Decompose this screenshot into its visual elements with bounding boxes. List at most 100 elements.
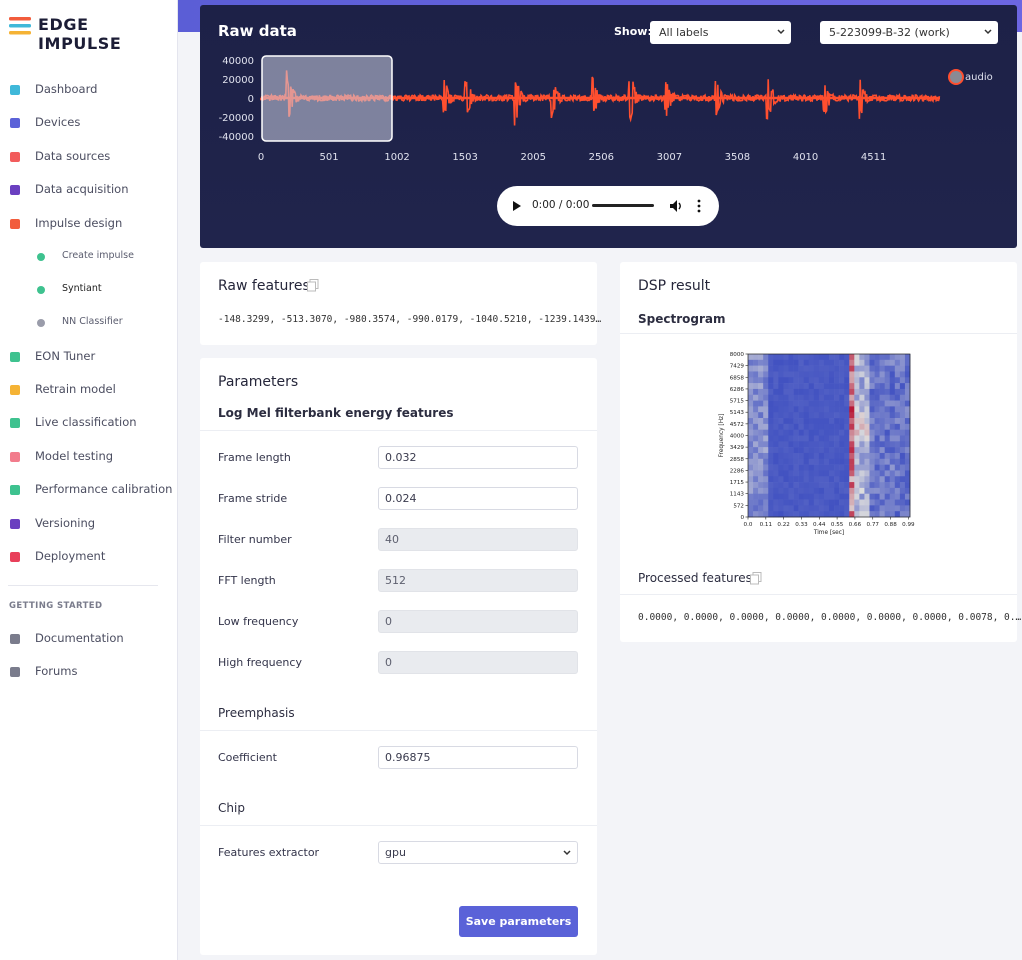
heatmap-cell [874, 476, 880, 483]
audio-player[interactable]: 0:00 / 0:00 [497, 186, 719, 226]
play-button[interactable] [512, 200, 522, 212]
heatmap-cell [849, 354, 855, 361]
heatmap-cell [834, 452, 840, 460]
heatmap-cell [859, 499, 865, 506]
nav-item[interactable]: Model testing [35, 448, 114, 463]
text-input[interactable]: 0.032 [378, 446, 578, 469]
nav-subitem[interactable]: Create impulse [62, 250, 134, 261]
heatmap-cell [839, 511, 845, 518]
text-input[interactable]: 0.96875 [378, 746, 578, 769]
nav-subitem[interactable]: Syntiant [62, 283, 102, 295]
heatmap-cell [823, 377, 830, 384]
heatmap-cell [839, 429, 845, 436]
heatmap-cell [788, 383, 794, 390]
heatmap-cell [829, 406, 835, 413]
heatmap-cell [773, 371, 779, 378]
heatmap-cell [859, 482, 865, 489]
copy-icon[interactable] [307, 279, 319, 292]
heatmap-cell [829, 359, 835, 366]
heatmap-cell [844, 482, 850, 489]
heatmap-cell [778, 365, 784, 372]
heatmap-cell [829, 418, 835, 425]
sample-select[interactable]: 5-223099-B-32 (work) [820, 21, 998, 44]
heatmap-cell [768, 383, 774, 390]
field-label: High frequency [218, 656, 302, 669]
heatmap-cell [839, 383, 845, 390]
heatmap-cell [859, 447, 865, 454]
save-button[interactable]: Save parameters [459, 906, 578, 937]
heatmap-cell [753, 371, 759, 378]
nav-item[interactable]: Forums [35, 664, 78, 679]
heatmap-cell [823, 365, 830, 372]
heatmap-cell [889, 511, 896, 518]
heatmap-cell [869, 394, 875, 401]
menu-button[interactable] [697, 199, 701, 213]
heatmap-cell [783, 371, 789, 378]
card-title: Parameters [218, 374, 299, 390]
heatmap-cell [778, 487, 784, 495]
nav-item[interactable]: Versioning [35, 515, 96, 530]
heatmap-cell [869, 377, 875, 384]
raw-chart: 40000 20000 0 -20000 -40000 0 501 1002 1503 2005 2… [219, 55, 993, 163]
nav-item[interactable]: Data sources [35, 148, 111, 163]
nav-item[interactable]: Deployment [35, 549, 106, 563]
heatmap-cell [823, 470, 830, 477]
heatmap-cell [899, 394, 906, 401]
heatmap-cell [864, 406, 870, 413]
nav-item[interactable]: Live classification [35, 415, 137, 430]
label-select[interactable]: All labels [650, 21, 791, 44]
nav-item[interactable]: Dashboard [35, 82, 98, 96]
heatmap-cell [899, 487, 906, 495]
heatmap-cell [818, 377, 825, 384]
heatmap-cell [763, 383, 769, 390]
heatmap-cell [778, 493, 784, 500]
heatmap-cell [763, 406, 769, 413]
select[interactable]: gpu [378, 841, 578, 864]
nav-subitem[interactable]: NN Classifier [62, 316, 123, 328]
heatmap-cell [768, 400, 774, 407]
heatmap-cell [839, 365, 845, 372]
heatmap-cell [783, 470, 789, 477]
heatmap-cell [834, 464, 840, 471]
heatmap-cell [844, 511, 850, 518]
heatmap-cell [834, 400, 840, 407]
nav-item[interactable]: Performance calibration [35, 482, 173, 497]
x-tick-label: 3007 [657, 152, 682, 163]
heatmap-cell [849, 400, 855, 407]
input-value: 0.024 [385, 492, 417, 505]
heatmap-cell [753, 412, 759, 419]
heatmap-cell [813, 435, 820, 442]
progress-bar[interactable] [592, 204, 654, 208]
heatmap-cell [864, 458, 870, 465]
heatmap-cell [834, 499, 840, 506]
heatmap-cell [854, 458, 860, 465]
text-input[interactable]: 0.024 [378, 487, 578, 510]
heatmap-cell [859, 394, 865, 401]
nav-item[interactable]: Data acquisition [35, 182, 129, 197]
heatmap-cell [768, 487, 774, 495]
heatmap-cell [808, 400, 815, 407]
heatmap-cell [849, 406, 855, 413]
heatmap-cell [823, 412, 830, 419]
heatmap-cell [823, 511, 830, 518]
heatmap-cell [854, 388, 860, 396]
heatmap-cell [854, 464, 860, 471]
nav-item[interactable]: Devices [35, 115, 81, 130]
heatmap-cell [834, 458, 840, 465]
x-tick-label: 0.77 [867, 522, 880, 528]
heatmap-cell [783, 482, 789, 489]
heatmap-cell [829, 476, 835, 483]
heatmap-cell [773, 377, 779, 384]
nav-item[interactable]: Documentation [35, 631, 124, 645]
volume-button[interactable] [669, 199, 683, 213]
nav-item[interactable]: EON Tuner [35, 348, 96, 363]
copy-icon[interactable] [750, 572, 762, 585]
nav-item[interactable]: Retrain model [35, 382, 116, 396]
heatmap-cell [889, 377, 896, 384]
text-input: 0 [378, 610, 578, 633]
heatmap-cell [879, 487, 885, 495]
nav-item[interactable]: Impulse design [35, 215, 123, 230]
heatmap-cell [788, 447, 794, 454]
heatmap-cell [879, 365, 885, 372]
heatmap-cell [904, 429, 911, 436]
